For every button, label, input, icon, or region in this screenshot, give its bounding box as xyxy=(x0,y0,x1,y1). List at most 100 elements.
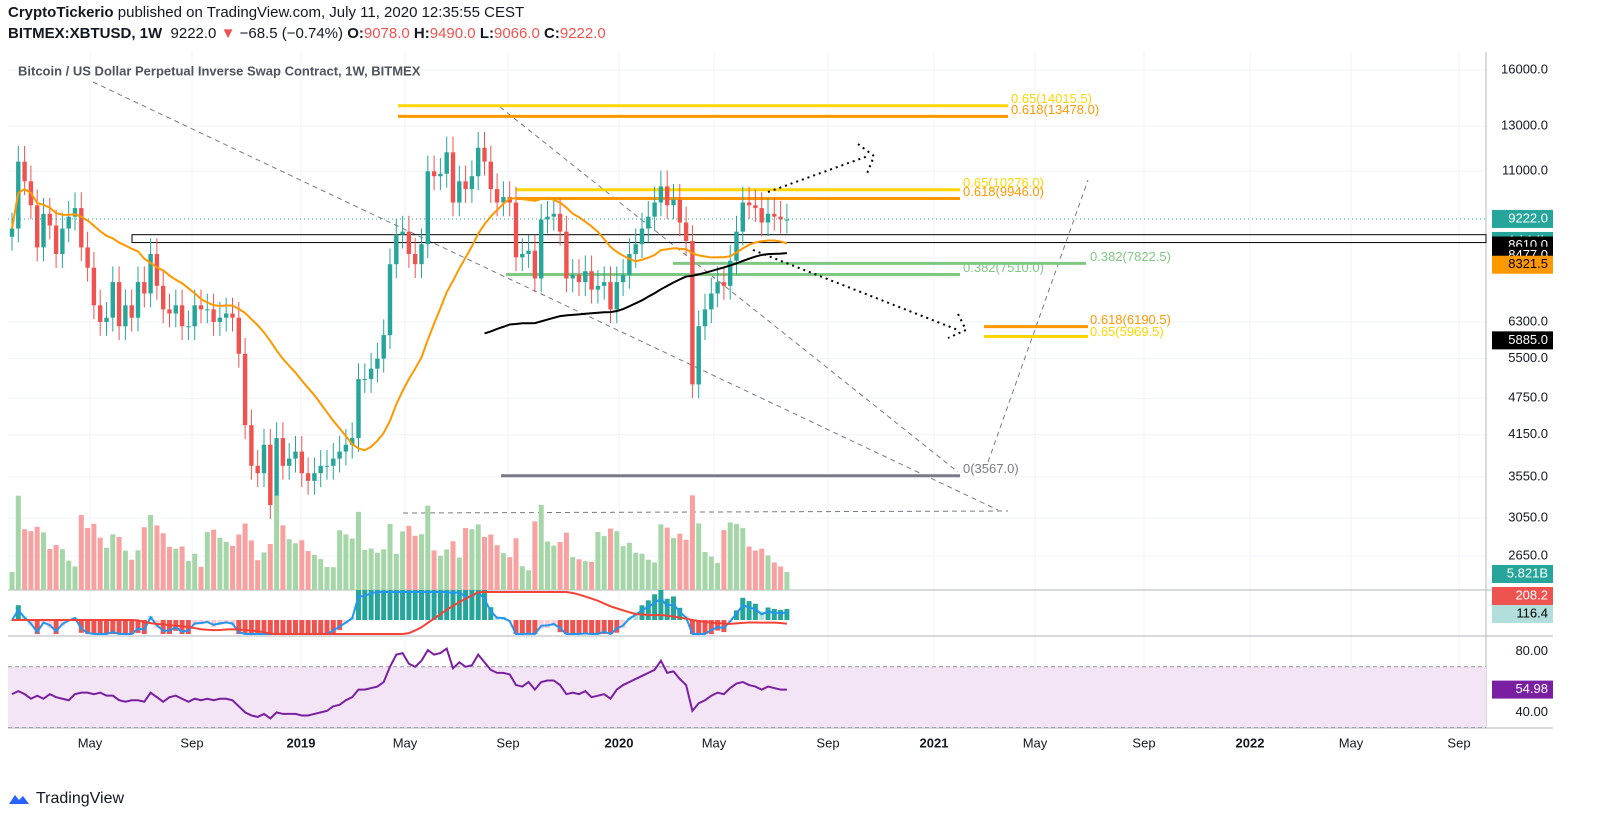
volume-bar xyxy=(362,550,368,590)
macd-bar xyxy=(97,620,103,634)
low-value: 9066.0 xyxy=(493,25,540,42)
candle-body xyxy=(772,213,777,217)
x-tick-label: Sep xyxy=(180,735,203,750)
candle-body xyxy=(753,205,758,209)
volume-bar xyxy=(652,562,658,590)
macd-bar xyxy=(759,611,765,620)
candle-body xyxy=(595,285,601,290)
candle-body xyxy=(438,173,443,177)
candle-body xyxy=(765,213,771,223)
volume-bar xyxy=(286,539,292,590)
macd-bar xyxy=(538,620,544,629)
macd-bar xyxy=(34,620,40,634)
current-price-badge: 9222.0 xyxy=(1508,210,1548,225)
macd-bar xyxy=(519,620,525,634)
macd-bar xyxy=(677,607,683,620)
macd-signal-line xyxy=(12,591,788,635)
macd-bar xyxy=(608,620,613,634)
chart-container[interactable]: Bitcoin / US Dollar Perpetual Inverse Sw… xyxy=(8,52,1554,767)
candle-body xyxy=(564,231,569,279)
macd-bar xyxy=(381,590,387,620)
macd-bar xyxy=(15,605,21,620)
candle-body xyxy=(343,444,349,452)
candle-body xyxy=(627,254,632,275)
macd-bar xyxy=(299,620,305,634)
volume-bar xyxy=(626,542,632,590)
volume-bar xyxy=(305,551,311,590)
tradingview-logo-icon xyxy=(9,795,29,804)
volume-bar xyxy=(217,537,223,590)
author-name[interactable]: CryptoTickerio xyxy=(8,4,114,21)
candle-body xyxy=(91,267,97,306)
macd-bar xyxy=(248,620,254,634)
open-label: O: xyxy=(347,25,364,42)
macd-bar xyxy=(305,620,311,634)
macd-line xyxy=(11,590,787,636)
candles xyxy=(9,132,790,519)
volume-bar xyxy=(570,557,576,590)
macd-bar xyxy=(557,620,563,633)
volume-bar xyxy=(122,550,128,590)
volume-bar xyxy=(330,567,336,590)
volume-bar xyxy=(236,534,242,590)
fib-level-label: 0.618(6190.5) xyxy=(1090,312,1171,327)
volume-bar xyxy=(494,545,500,590)
x-tick-label: 2022 xyxy=(1236,735,1265,750)
volume-bar xyxy=(280,525,286,590)
macd-bar xyxy=(469,590,475,620)
volume-bar xyxy=(185,561,191,590)
macd-bar xyxy=(563,620,569,634)
macd-bar xyxy=(135,620,141,633)
fib-level-label: 0(3567.0) xyxy=(963,461,1019,476)
macd-bar xyxy=(116,620,122,634)
candle-body xyxy=(639,228,645,245)
fib-level-label: 0.65(5969.5) xyxy=(1090,324,1164,339)
macd-bar xyxy=(740,597,746,620)
volume-bar xyxy=(299,540,305,590)
volume-bar xyxy=(463,528,469,590)
volume-bar xyxy=(173,548,179,590)
arrow-up-head xyxy=(857,143,876,177)
candle-body xyxy=(476,147,481,177)
candle-body xyxy=(690,240,695,385)
macd-bar xyxy=(311,620,317,634)
macd-bar xyxy=(211,620,217,628)
macd-bar xyxy=(488,607,494,620)
volume-bar xyxy=(765,555,771,590)
rsi-badge: 54.98 xyxy=(1515,681,1548,696)
candle-body xyxy=(211,309,216,322)
y-tick-label: 4750.0 xyxy=(1508,390,1548,405)
y-tick-label: 16000.0 xyxy=(1501,61,1548,76)
volume-bar xyxy=(526,570,532,590)
candle-body xyxy=(324,465,330,467)
candle-body xyxy=(66,216,71,229)
candle-body xyxy=(60,228,65,255)
low-label: L: xyxy=(479,25,494,42)
publish-info: CryptoTickerio published on TradingView.… xyxy=(8,4,524,21)
macd-bar xyxy=(689,620,695,634)
volume-bar xyxy=(198,566,204,590)
candle-body xyxy=(608,282,613,310)
volume-bar xyxy=(148,515,154,590)
macd-bar xyxy=(78,620,84,633)
macd-bar xyxy=(129,620,135,634)
x-tick-label: 2020 xyxy=(605,735,634,750)
trendlines xyxy=(92,81,1089,514)
volume-bar xyxy=(368,548,374,590)
macd-bar xyxy=(652,594,658,620)
y-tick-label: 6300.0 xyxy=(1508,313,1548,328)
candle-body xyxy=(646,216,651,229)
macd-bar xyxy=(444,590,450,620)
macd-bar xyxy=(167,620,172,634)
candle-body xyxy=(72,208,78,217)
candle-body xyxy=(387,264,393,336)
y-tick-label: 4150.0 xyxy=(1508,426,1548,441)
candle-body xyxy=(123,305,128,327)
x-tick-label: 2019 xyxy=(287,735,316,750)
volume-bar xyxy=(778,566,784,590)
trendline-descending xyxy=(499,106,959,473)
volume-bar xyxy=(689,495,695,590)
volume-bar xyxy=(393,553,399,590)
price-chart[interactable]: Bitcoin / US Dollar Perpetual Inverse Sw… xyxy=(8,52,1554,762)
volume-bar xyxy=(255,560,261,590)
